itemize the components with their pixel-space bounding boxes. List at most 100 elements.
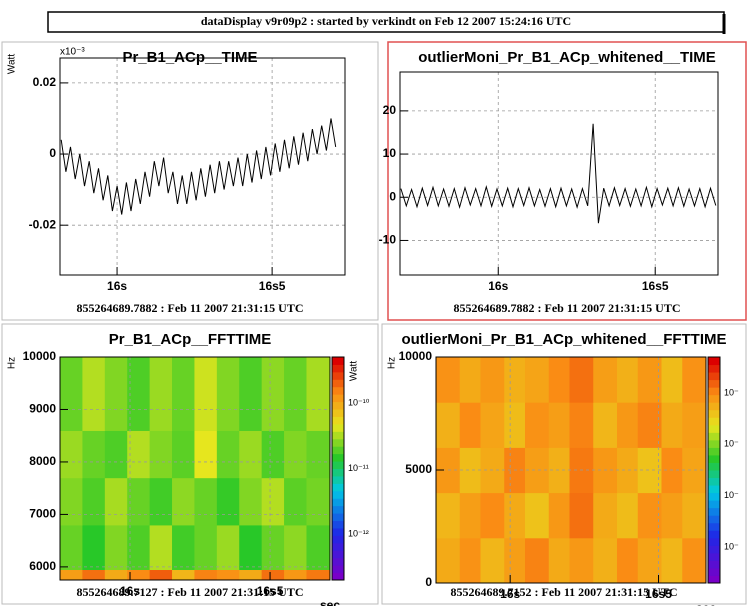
heatmap-cell bbox=[616, 357, 639, 403]
heatmap-cell bbox=[127, 477, 151, 526]
heatmap-cell bbox=[306, 430, 331, 479]
heatmap-cell bbox=[548, 357, 571, 403]
y-tick-label: 8000 bbox=[29, 454, 56, 468]
heatmap-cell bbox=[239, 430, 263, 479]
heatmap-cell bbox=[149, 524, 173, 571]
heatmap-cell bbox=[284, 524, 307, 571]
heatmap-cell bbox=[127, 357, 151, 431]
colorbar-segment bbox=[332, 527, 344, 536]
heatmap-cell bbox=[637, 492, 662, 539]
heatmap-cell bbox=[239, 524, 263, 571]
heatmap-cell bbox=[60, 524, 83, 571]
colorbar-segment bbox=[332, 401, 344, 410]
colorbar-title: Watt bbox=[349, 361, 360, 381]
x-tick-label: 16s bbox=[107, 279, 127, 293]
colorbar-segment bbox=[708, 470, 720, 479]
panel-footnote: 855264689.7882 : Feb 11 2007 21:31:15 UT… bbox=[77, 301, 304, 315]
y-tick-label: 5000 bbox=[405, 462, 432, 476]
colorbar-segment bbox=[708, 394, 720, 403]
colorbar-segment bbox=[332, 386, 344, 395]
heatmap-cell bbox=[261, 524, 285, 571]
y-axis-label: Hz bbox=[7, 357, 18, 369]
y-tick-label: -0.02 bbox=[29, 217, 57, 231]
heatmap-cell bbox=[616, 492, 639, 539]
heatmap-cell bbox=[616, 402, 639, 448]
heatmap-cell bbox=[104, 569, 128, 581]
heatmap-cell bbox=[548, 447, 571, 494]
colorbar-segment bbox=[332, 483, 344, 492]
heatmap-cell bbox=[459, 492, 482, 539]
colorbar-segment bbox=[332, 461, 344, 469]
colorbar-segment bbox=[332, 379, 344, 388]
heatmap-cell bbox=[593, 402, 618, 448]
heatmap-cell bbox=[616, 447, 639, 494]
colorbar-segment bbox=[332, 520, 344, 529]
colorbar-segment bbox=[708, 424, 720, 433]
heatmap-cell bbox=[104, 357, 128, 431]
heatmap-cell bbox=[149, 357, 173, 431]
heatmap-cell bbox=[149, 477, 173, 526]
heatmap-cell bbox=[480, 357, 505, 403]
heatmap-cell bbox=[104, 477, 128, 526]
colorbar-segment bbox=[332, 572, 344, 581]
heatmap-cell bbox=[239, 357, 263, 431]
heatmap-cell bbox=[82, 430, 106, 479]
colorbar-segment bbox=[708, 357, 720, 366]
y-multiplier: x10⁻³ bbox=[60, 47, 85, 58]
heatmap-cell bbox=[127, 430, 151, 479]
heatmap-cell bbox=[194, 524, 218, 571]
colorbar-segment bbox=[708, 492, 720, 501]
colorbar-segment bbox=[708, 402, 720, 411]
colorbar-segment bbox=[708, 439, 720, 448]
colorbar-label: 10⁻¹¹ bbox=[348, 463, 369, 473]
colorbar-segment bbox=[708, 560, 720, 569]
y-tick-label: 7000 bbox=[29, 507, 56, 521]
y-tick-label: -10 bbox=[379, 233, 397, 247]
y-tick-label: 0 bbox=[49, 146, 56, 160]
heatmap-cell bbox=[480, 402, 505, 448]
colorbar-segment bbox=[708, 372, 720, 381]
heatmap-cell bbox=[525, 537, 550, 584]
colorbar-segment bbox=[708, 485, 720, 494]
heatmap-cell bbox=[194, 357, 218, 431]
heatmap-cell bbox=[104, 524, 128, 571]
colorbar-segment bbox=[332, 409, 344, 417]
heatmap-cell bbox=[525, 402, 550, 448]
heatmap-cell bbox=[261, 477, 285, 526]
signal-line bbox=[60, 118, 337, 215]
colorbar-label: 10⁻¹⁰ bbox=[348, 397, 370, 407]
heatmap-cell bbox=[682, 402, 707, 448]
header-title: dataDisplay v9r09p2 : started by verkind… bbox=[201, 14, 571, 28]
panel-title: outlierMoni_Pr_B1_ACp_whitened__FFTTIME bbox=[401, 331, 726, 348]
heatmap-cell bbox=[548, 492, 571, 539]
heatmap-cell bbox=[60, 477, 83, 526]
colorbar-segment bbox=[708, 522, 720, 531]
heatmap-cell bbox=[548, 402, 571, 448]
colorbar-segment bbox=[332, 557, 344, 566]
panel-title: Pr_B1_ACp__TIME bbox=[122, 49, 257, 66]
heatmap-cell bbox=[459, 447, 482, 494]
heatmap-cell bbox=[82, 357, 106, 431]
colorbar-segment bbox=[332, 565, 344, 574]
heatmap-cell bbox=[194, 477, 218, 526]
plot-frame bbox=[59, 57, 346, 276]
heatmap-cell bbox=[637, 402, 662, 448]
heatmap-cell bbox=[306, 357, 331, 431]
heatmap-cell bbox=[216, 569, 240, 581]
colorbar-segment bbox=[708, 515, 720, 524]
heatmap-cell bbox=[525, 492, 550, 539]
panel-footnote: 855264689.7882 : Feb 11 2007 21:31:15 UT… bbox=[454, 301, 681, 315]
heatmap-cell bbox=[172, 569, 195, 581]
colorbar-frame bbox=[707, 356, 721, 584]
heatmap-cell bbox=[172, 357, 195, 431]
colorbar-segment bbox=[332, 475, 344, 484]
colorbar-segment bbox=[708, 500, 720, 509]
heatmap-cell bbox=[149, 430, 173, 479]
x-tick-label: 16s5 bbox=[259, 279, 286, 293]
y-tick-label: 0 bbox=[389, 189, 396, 203]
colorbar-segment bbox=[708, 462, 720, 471]
colorbar-segment bbox=[332, 394, 344, 403]
heatmap-cell bbox=[569, 357, 594, 403]
y-tick-label: 20 bbox=[383, 103, 397, 117]
